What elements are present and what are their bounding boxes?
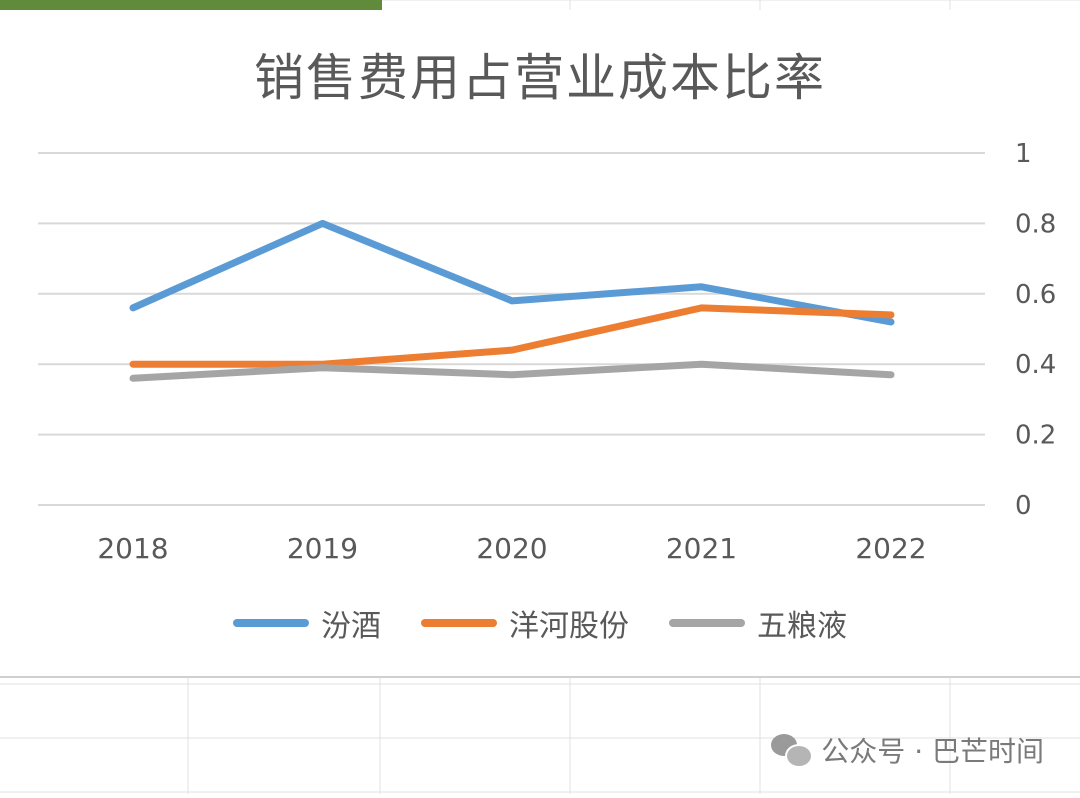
selected-cell[interactable]	[0, 0, 382, 10]
legend-swatch	[669, 619, 745, 627]
legend-swatch	[233, 619, 309, 627]
y-tick-label: 0.2	[1015, 421, 1056, 451]
legend-swatch	[421, 619, 497, 627]
y-tick-label: 0.4	[1015, 350, 1056, 380]
watermark: 公众号 · 巴芒时间	[771, 730, 1044, 770]
x-tick-label: 2018	[97, 532, 168, 565]
chart-legend: 汾酒 洋河股份 五粮液	[0, 598, 1080, 648]
wechat-icon	[771, 734, 814, 768]
legend-label: 洋河股份	[509, 609, 629, 644]
watermark-text: 公众号 · 巴芒时间	[821, 735, 1044, 768]
series-line	[129, 360, 895, 382]
series-line	[129, 304, 895, 368]
legend-item: 汾酒	[233, 601, 381, 645]
legend-item: 五粮液	[669, 601, 847, 645]
x-tick-label: 2021	[666, 532, 737, 565]
y-tick-label: 0.6	[1015, 280, 1056, 310]
legend-label: 汾酒	[321, 609, 381, 644]
chart-title: 销售费用占营业成本比率	[254, 49, 826, 107]
y-tick-label: 0.8	[1015, 209, 1056, 239]
series-line	[129, 219, 895, 326]
y-tick-label: 0	[1015, 491, 1032, 521]
x-tick-label: 2020	[476, 532, 547, 565]
y-tick-label: 1	[1015, 139, 1032, 169]
x-tick-label: 2019	[287, 532, 358, 565]
legend-label: 五粮液	[757, 609, 847, 644]
legend-item: 洋河股份	[421, 601, 629, 645]
x-tick-label: 2022	[855, 532, 926, 565]
